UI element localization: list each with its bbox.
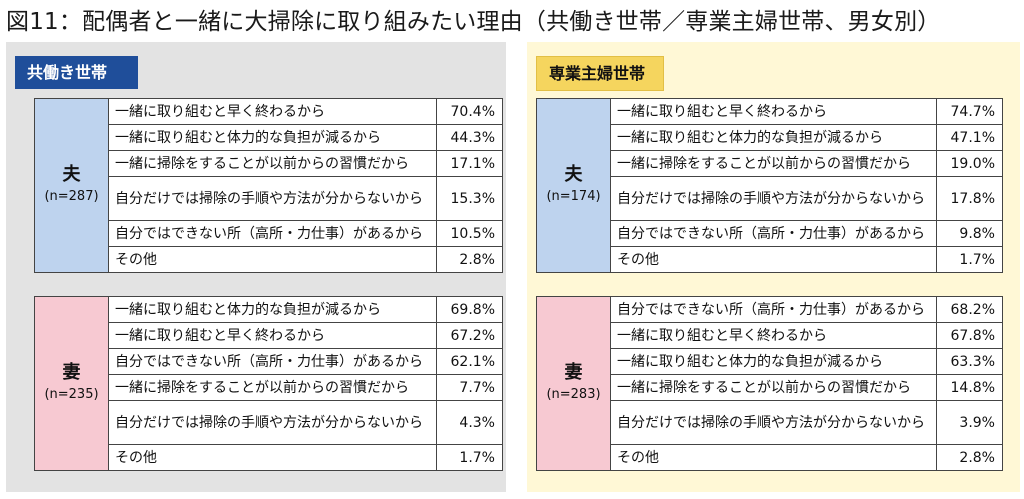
table-row: 自分ではできない所（高所・力仕事）があるから 9.8% [537, 220, 1003, 247]
percent-cell: 7.7% [436, 374, 503, 401]
wife-table: 妻 (n=235) 一緒に取り組むと体力的な負担が減るから 69.8% 一緒に取… [34, 296, 503, 471]
reason-cell: 一緒に取り組むと早く終わるから [610, 98, 937, 125]
sample-size: (n=235) [44, 386, 99, 402]
reason-cell: 一緒に掃除をすることが以前からの習慣だから [108, 150, 437, 177]
percent-cell: 67.2% [436, 322, 503, 349]
table-row: 夫 (n=174) 一緒に取り組むと早く終わるから 74.7% [536, 98, 1003, 273]
percent-cell: 14.8% [936, 374, 1003, 401]
percent-cell: 17.8% [936, 176, 1003, 221]
reason-cell: その他 [108, 444, 437, 471]
reason-cell: 一緒に取り組むと体力的な負担が減るから [610, 348, 937, 375]
table-row: 自分だけでは掃除の手順や方法が分からないから 17.8% [537, 176, 1003, 221]
group-label: 夫 [62, 163, 81, 185]
group-label: 妻 [564, 361, 583, 383]
table-row: その他 1.7% [35, 444, 503, 471]
husband-table: 夫 (n=287) 一緒に取り組むと早く終わるから 70.4% 一緒に取り組むと… [34, 98, 503, 273]
table-row: 一緒に取り組むと早く終わるから 67.2% [35, 322, 503, 349]
percent-cell: 47.1% [936, 124, 1003, 151]
reason-cell: 一緒に取り組むと早く終わるから [610, 322, 937, 349]
sample-size: (n=283) [546, 386, 601, 402]
table-row: 自分ではできない所（高所・力仕事）があるから 62.1% [35, 348, 503, 375]
group-label-cell: 夫 (n=287) [34, 98, 109, 273]
percent-cell: 2.8% [436, 246, 503, 273]
percent-cell: 69.8% [436, 296, 503, 323]
reason-cell: 自分だけでは掃除の手順や方法が分からないから [610, 176, 937, 221]
reason-cell: 一緒に掃除をすることが以前からの習慣だから [610, 374, 937, 401]
table-row: 自分だけでは掃除の手順や方法が分からないから 15.3% [35, 176, 503, 221]
table-row: その他 2.8% [35, 246, 503, 273]
group-label: 夫 [564, 163, 583, 185]
reason-cell: 一緒に取り組むと体力的な負担が減るから [108, 124, 437, 151]
table-row: 一緒に掃除をすることが以前からの習慣だから 19.0% [537, 150, 1003, 177]
dual-income-panel: 共働き世帯 夫 (n=287) 一緒に取り組むと早く終わるから 70.4% 一緒… [6, 42, 506, 492]
reason-cell: その他 [108, 246, 437, 273]
table-row: 一緒に取り組むと体力的な負担が減るから 63.3% [537, 348, 1003, 375]
table-row: その他 1.7% [537, 246, 1003, 273]
percent-cell: 1.7% [936, 246, 1003, 273]
table-row: 夫 (n=287) 一緒に取り組むと早く終わるから 70.4% [34, 98, 503, 273]
reason-cell: 一緒に取り組むと体力的な負担が減るから [610, 124, 937, 151]
page-title: 図11：配偶者と一緒に大掃除に取り組みたい理由（共働き世帯／専業主婦世帯、男女別… [6, 9, 941, 35]
table-row: 一緒に掃除をすることが以前からの習慣だから 7.7% [35, 374, 503, 401]
reason-cell: 自分ではできない所（高所・力仕事）があるから [610, 220, 937, 247]
reason-cell: 一緒に取り組むと早く終わるから [108, 98, 437, 125]
table-row: 一緒に取り組むと早く終わるから 67.8% [537, 322, 1003, 349]
table-row: 自分だけでは掃除の手順や方法が分からないから 4.3% [35, 400, 503, 445]
percent-cell: 67.8% [936, 322, 1003, 349]
reason-cell: 一緒に取り組むと早く終わるから [108, 322, 437, 349]
percent-cell: 19.0% [936, 150, 1003, 177]
table-row: 妻 (n=283) 自分ではできない所（高所・力仕事）があるから 68.2% [536, 296, 1003, 471]
reason-cell: 自分ではできない所（高所・力仕事）があるから [610, 296, 937, 323]
percent-cell: 15.3% [436, 176, 503, 221]
reason-cell: 自分ではできない所（高所・力仕事）があるから [108, 348, 437, 375]
group-label-cell: 夫 (n=174) [536, 98, 611, 273]
table-row: 自分ではできない所（高所・力仕事）があるから 10.5% [35, 220, 503, 247]
percent-cell: 70.4% [436, 98, 503, 125]
group-label-cell: 妻 (n=283) [536, 296, 611, 471]
sample-size: (n=174) [546, 188, 601, 204]
percent-cell: 3.9% [936, 400, 1003, 445]
table-row: 妻 (n=235) 一緒に取り組むと体力的な負担が減るから 69.8% [34, 296, 503, 471]
percent-cell: 62.1% [436, 348, 503, 375]
wife-table: 妻 (n=283) 自分ではできない所（高所・力仕事）があるから 68.2% 一… [536, 296, 1003, 471]
group-label-cell: 妻 (n=235) [34, 296, 109, 471]
reason-cell: 一緒に掃除をすることが以前からの習慣だから [108, 374, 437, 401]
table-row: その他 2.8% [537, 444, 1003, 471]
table-row: 一緒に取り組むと体力的な負担が減るから 47.1% [537, 124, 1003, 151]
single-income-panel: 専業主婦世帯 夫 (n=174) 一緒に取り組むと早く終わるから 74.7% 一… [527, 42, 1020, 492]
group-label: 妻 [62, 361, 81, 383]
percent-cell: 44.3% [436, 124, 503, 151]
husband-table: 夫 (n=174) 一緒に取り組むと早く終わるから 74.7% 一緒に取り組むと… [536, 98, 1003, 273]
percent-cell: 2.8% [936, 444, 1003, 471]
reason-cell: 一緒に取り組むと体力的な負担が減るから [108, 296, 437, 323]
reason-cell: 自分だけでは掃除の手順や方法が分からないから [108, 400, 437, 445]
percent-cell: 63.3% [936, 348, 1003, 375]
percent-cell: 1.7% [436, 444, 503, 471]
percent-cell: 10.5% [436, 220, 503, 247]
table-row: 一緒に取り組むと体力的な負担が減るから 44.3% [35, 124, 503, 151]
reason-cell: 自分ではできない所（高所・力仕事）があるから [108, 220, 437, 247]
sample-size: (n=287) [44, 188, 99, 204]
percent-cell: 74.7% [936, 98, 1003, 125]
panel-header: 専業主婦世帯 [536, 56, 664, 91]
reason-cell: 自分だけでは掃除の手順や方法が分からないから [610, 400, 937, 445]
reason-cell: 自分だけでは掃除の手順や方法が分からないから [108, 176, 437, 221]
panel-header: 共働き世帯 [15, 56, 138, 89]
percent-cell: 4.3% [436, 400, 503, 445]
reason-cell: 一緒に掃除をすることが以前からの習慣だから [610, 150, 937, 177]
reason-cell: その他 [610, 444, 937, 471]
percent-cell: 68.2% [936, 296, 1003, 323]
percent-cell: 9.8% [936, 220, 1003, 247]
percent-cell: 17.1% [436, 150, 503, 177]
reason-cell: その他 [610, 246, 937, 273]
